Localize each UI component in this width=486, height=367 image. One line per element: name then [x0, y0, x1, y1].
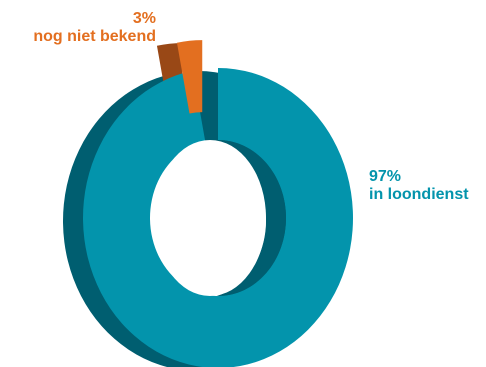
slice-name-in-loondienst: in loondienst: [369, 186, 469, 203]
donut-top-layer: [83, 40, 353, 367]
slice-nog-niet-bekend: [176, 40, 203, 114]
slice-percent-nog-niet-bekend: 3%: [132, 10, 156, 27]
slice-name-nog-niet-bekend: nog niet bekend: [33, 28, 156, 45]
slice-label-in-loondienst: 97% in loondienst: [369, 168, 469, 204]
slice-percent-in-loondienst: 97%: [369, 168, 402, 185]
slice-label-nog-niet-bekend: 3% nog niet bekend: [33, 10, 156, 46]
slice-in-loondienst: [83, 68, 353, 367]
donut-inner-wall: [218, 140, 286, 296]
donut-hole: [154, 140, 266, 296]
